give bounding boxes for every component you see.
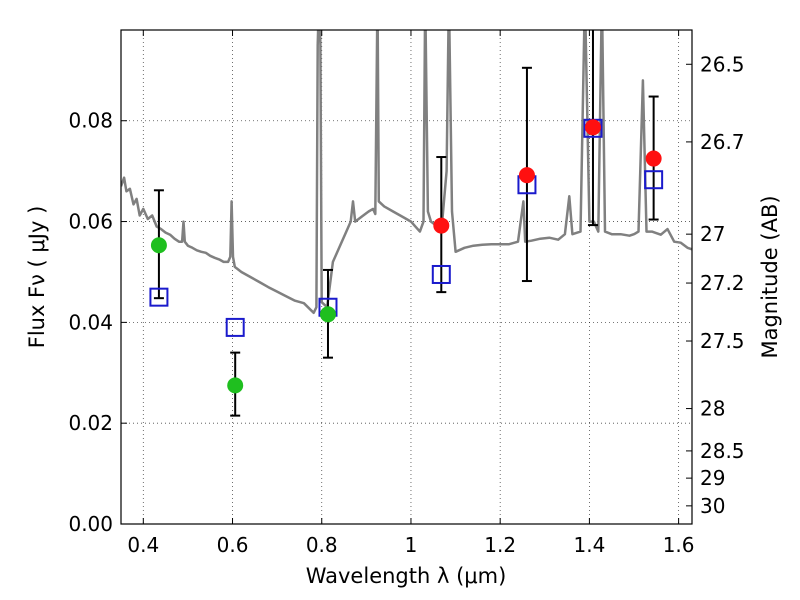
green-observed-point [319,306,336,323]
y-tick-label: 0.08 [68,109,113,133]
red-observed-point [645,150,662,167]
right-tick-label: 30 [700,494,725,518]
green-observed-point [227,377,244,394]
grid [121,30,692,525]
plot-frame [120,29,693,525]
x-axis-label: Wavelength λ (μm) [306,564,507,588]
right-tick-label: 27 [700,222,725,246]
right-tick-label: 27.2 [700,271,745,295]
model-square-marker [431,264,451,284]
right-tick-label: 27.5 [700,329,745,353]
x-tick-label: 0.4 [127,533,159,557]
y-tick-label: 0.04 [68,310,113,334]
right-tick-label: 26.7 [700,130,745,154]
right-tick-label: 29 [700,466,725,490]
spectrum-layer [121,30,692,315]
red-observed-point [433,217,450,234]
axis-ticks: 0.4 0.6 0.8 1 1.2 1.4 1.6 0.00 0.02 0.04 0.06 0.08 2… [68,30,745,557]
model-square-marker [225,317,245,337]
right-axis-label: Magnitude (AB) [758,195,782,358]
model-square-marker [644,170,664,190]
right-tick-label: 28.5 [700,439,745,463]
right-tick-label: 28 [700,397,725,421]
red-observed-point [518,167,535,184]
x-tick-label: 1.2 [484,533,516,557]
marker-layer [149,118,664,394]
red-observed-point [584,119,601,136]
x-tick-label: 0.8 [306,533,338,557]
right-tick-label: 26.5 [700,52,745,76]
x-tick-label: 1.4 [573,533,605,557]
x-tick-label: 1.6 [663,533,695,557]
y-axis-label: Flux Fν ( μJy ) [25,206,49,349]
y-tick-label: 0.06 [68,210,113,234]
y-tick-label: 0.00 [68,512,113,536]
green-observed-point [150,237,167,254]
x-tick-label: 1 [405,533,418,557]
spectrum-line [121,30,692,315]
x-tick-label: 0.6 [217,533,249,557]
model-square-marker [149,287,169,307]
y-tick-label: 0.02 [68,411,113,435]
